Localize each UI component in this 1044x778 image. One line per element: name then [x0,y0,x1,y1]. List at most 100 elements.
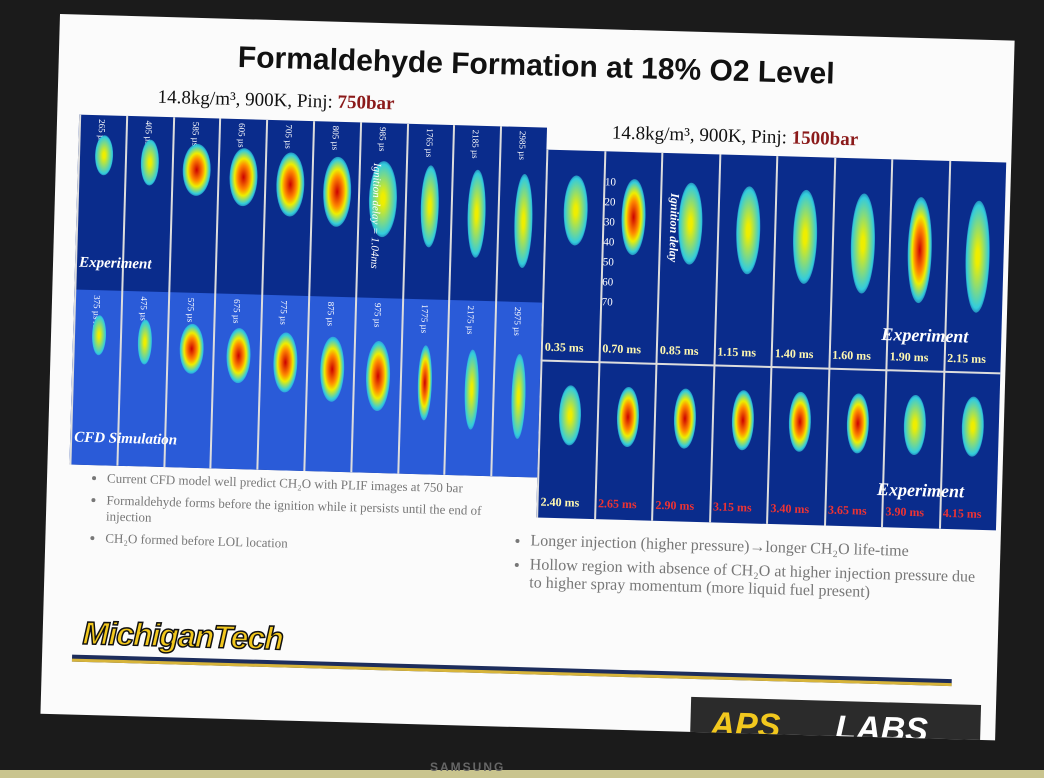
plume [731,390,755,451]
logo: MichiganTech [82,615,283,658]
plume [182,143,211,196]
plume [558,385,582,446]
plume [463,349,479,429]
time: 1.90 ms [890,349,929,365]
plume [788,392,812,453]
plume [510,354,526,439]
plume [94,135,113,175]
plume [420,165,440,247]
frame: 1.15 ms 3.15 ms [709,154,777,523]
time: 3.15 ms [713,499,752,515]
time: 1.60 ms [832,348,871,364]
subtitle: 14.8kg/m³, 900K, Pinj: 750bar [157,87,394,116]
plume [846,393,870,454]
plume [179,323,204,374]
scale-label: 20 [604,196,615,208]
pressure: 750bar [337,92,395,115]
frame-label: 1775 µs [419,304,430,333]
plume [903,395,927,456]
conditions: 14.8kg/m³, 900K, Pinj: [612,122,788,148]
frame-label: 1765 µs [424,128,435,157]
pressure: 1500bar [791,127,858,150]
plume [226,328,252,384]
frame-label: 775 µs [279,300,290,325]
frame-label: 2975 µs [512,307,523,336]
conditions: 14.8kg/m³, 900K, Pinj: [157,87,333,113]
scale-label: 30 [604,216,615,228]
time: 2.15 ms [947,351,986,367]
frame-label: 985 µs [377,127,388,152]
frame-label: 2985 µs [517,131,528,160]
plume [620,179,646,256]
time: 0.85 ms [660,343,699,359]
plume [417,345,433,420]
scale-label: 70 [601,296,612,308]
subtitle: 14.8kg/m³, 900K, Pinj: 1500bar [612,122,859,151]
plume [91,315,106,355]
time: 2.90 ms [655,498,694,514]
right-bullets: Longer injection (higher pressure)→longe… [489,531,981,611]
time: 0.70 ms [602,341,641,357]
plume [849,193,876,294]
plume [673,388,697,449]
frame-label: 805 µs [330,126,341,151]
frame-label: 585 µs [190,122,201,147]
time: 2.40 ms [540,495,579,511]
frame-label: 575 µs [185,298,196,323]
row-label: Experiment [79,255,152,274]
plume [616,387,640,448]
annotation: Ignition delay [665,193,682,262]
frame: 1.40 ms 3.40 ms [766,156,834,525]
frame-label: 475 µs [138,296,149,321]
bullet: Formaldehyde forms before the ignition w… [106,492,487,535]
plume [319,336,345,402]
frame-label: 2175 µs [466,305,477,334]
scale-label: 40 [603,236,614,248]
time: 3.90 ms [885,504,924,520]
row-label: Experiment [877,479,965,502]
brand: SAMSUNG [430,760,505,774]
time: 3.40 ms [770,501,809,517]
time: 4.15 ms [943,506,982,522]
frame: 0.35 ms 2.40 ms [536,150,604,519]
left-bullets: Current CFD model well predict CH₂O with… [65,469,487,563]
slide: Formaldehyde Formation at 18% O2 Level 1… [40,14,1014,740]
logo-text: LABS [835,709,929,740]
time: 0.35 ms [545,340,584,356]
plume [141,139,160,185]
frame-label: 705 µs [284,124,295,149]
scale-label: 10 [605,176,616,188]
scale-label: 60 [602,276,613,288]
plume [563,175,589,246]
row-label: Experiment [881,324,969,347]
frame: 0.85 ms 2.90 ms [651,153,719,522]
frame-label: 975 µs [372,303,383,328]
right-image: 0.35 ms 2.40 ms 0.70 ms 2.65 ms 0.85 ms 2.90 … [536,150,1006,531]
row-label: CFD Simulation [74,430,177,450]
scale-label: 50 [603,256,614,268]
frame-label: 675 µs [232,299,243,324]
frame-label: 2185 µs [471,130,482,159]
plume [735,186,761,275]
bullet: CH₂O formed before LOL location [105,530,485,557]
time: 2.65 ms [598,496,637,512]
plume [513,174,534,268]
plume [322,156,352,227]
plume [229,148,259,207]
plume [275,152,305,217]
plume [792,190,819,285]
time: 1.40 ms [775,346,814,362]
plume [906,197,933,304]
plume [138,319,153,364]
photo: SAMSUNG Formaldehyde Formation at 18% O2… [0,0,1044,778]
plume [961,396,985,457]
divider [72,655,952,687]
time: 3.65 ms [828,503,867,519]
plume [272,332,298,393]
plume [365,341,391,412]
plume [964,200,991,313]
time: 1.15 ms [717,344,756,360]
plume [466,169,486,257]
frame-label: 875 µs [325,302,336,327]
